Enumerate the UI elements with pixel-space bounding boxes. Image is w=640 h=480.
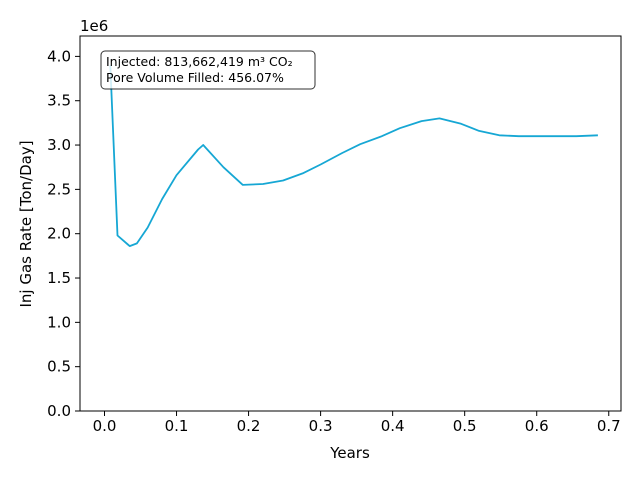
y-tick-label: 4.0 xyxy=(47,47,71,65)
y-tick-label: 0.0 xyxy=(47,402,71,420)
y-tick-label: 1.5 xyxy=(47,269,71,287)
x-tick-label: 0.1 xyxy=(165,417,189,435)
annotation-box: Injected: 813,662,419 m³ CO₂ Pore Volume… xyxy=(100,50,316,90)
y-axis-label: Inj Gas Rate [Ton/Day] xyxy=(17,140,35,307)
series-line xyxy=(109,65,598,248)
x-tick-label: 0.2 xyxy=(237,417,261,435)
y-tick-label: 2.0 xyxy=(47,225,71,243)
annotation-pore-volume: Pore Volume Filled: 456.07% xyxy=(106,70,284,85)
y-tick-label: 3.0 xyxy=(47,136,71,154)
x-tick-label: 0.6 xyxy=(525,417,549,435)
x-tick-label: 0.0 xyxy=(93,417,117,435)
x-axis-ticks: 0.0 0.1 0.2 0.3 0.4 0.5 0.6 0.7 xyxy=(93,411,621,435)
x-axis-label: Years xyxy=(329,444,370,462)
y-tick-label: 1.0 xyxy=(47,313,71,331)
x-tick-label: 0.3 xyxy=(309,417,333,435)
x-tick-label: 0.7 xyxy=(597,417,621,435)
y-axis-ticks: 0.0 0.5 1.0 1.5 2.0 2.5 3.0 3.5 4.0 xyxy=(47,47,80,420)
plot-series xyxy=(109,65,598,248)
y-axis-scale-label: 1e6 xyxy=(80,17,108,35)
y-tick-label: 0.5 xyxy=(47,358,71,376)
y-tick-label: 3.5 xyxy=(47,92,71,110)
x-tick-label: 0.5 xyxy=(453,417,477,435)
x-tick-label: 0.4 xyxy=(381,417,405,435)
annotation-injected: Injected: 813,662,419 m³ CO₂ xyxy=(106,54,293,69)
y-tick-label: 2.5 xyxy=(47,180,71,198)
plot-area-frame xyxy=(79,35,622,412)
